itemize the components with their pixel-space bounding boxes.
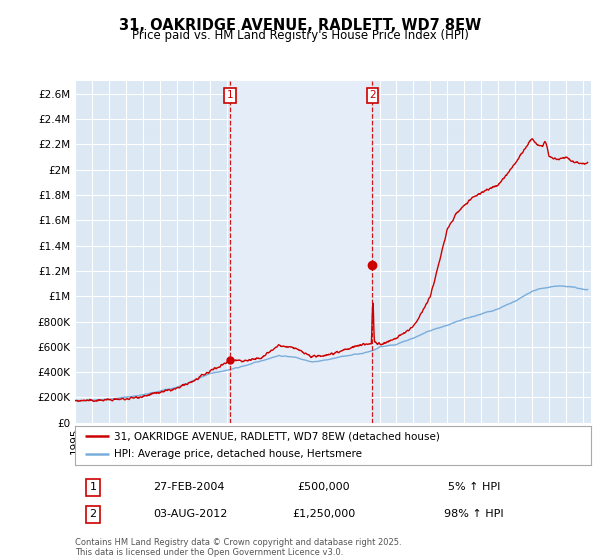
Text: 1: 1 — [89, 482, 97, 492]
Text: 03-AUG-2012: 03-AUG-2012 — [153, 509, 227, 519]
Text: 31, OAKRIDGE AVENUE, RADLETT, WD7 8EW: 31, OAKRIDGE AVENUE, RADLETT, WD7 8EW — [119, 18, 481, 34]
Text: 1: 1 — [226, 90, 233, 100]
Bar — [230, 81, 373, 423]
Text: 2: 2 — [369, 90, 376, 100]
Text: 31, OAKRIDGE AVENUE, RADLETT, WD7 8EW (detached house): 31, OAKRIDGE AVENUE, RADLETT, WD7 8EW (d… — [114, 431, 440, 441]
Text: £1,250,000: £1,250,000 — [292, 509, 356, 519]
Text: 2: 2 — [89, 509, 97, 519]
Text: £500,000: £500,000 — [298, 482, 350, 492]
Text: HPI: Average price, detached house, Hertsmere: HPI: Average price, detached house, Hert… — [114, 449, 362, 459]
Text: 27-FEB-2004: 27-FEB-2004 — [153, 482, 224, 492]
Text: 5% ↑ HPI: 5% ↑ HPI — [448, 482, 500, 492]
Text: Price paid vs. HM Land Registry's House Price Index (HPI): Price paid vs. HM Land Registry's House … — [131, 29, 469, 42]
Text: 98% ↑ HPI: 98% ↑ HPI — [444, 509, 504, 519]
Text: Contains HM Land Registry data © Crown copyright and database right 2025.
This d: Contains HM Land Registry data © Crown c… — [75, 538, 401, 557]
